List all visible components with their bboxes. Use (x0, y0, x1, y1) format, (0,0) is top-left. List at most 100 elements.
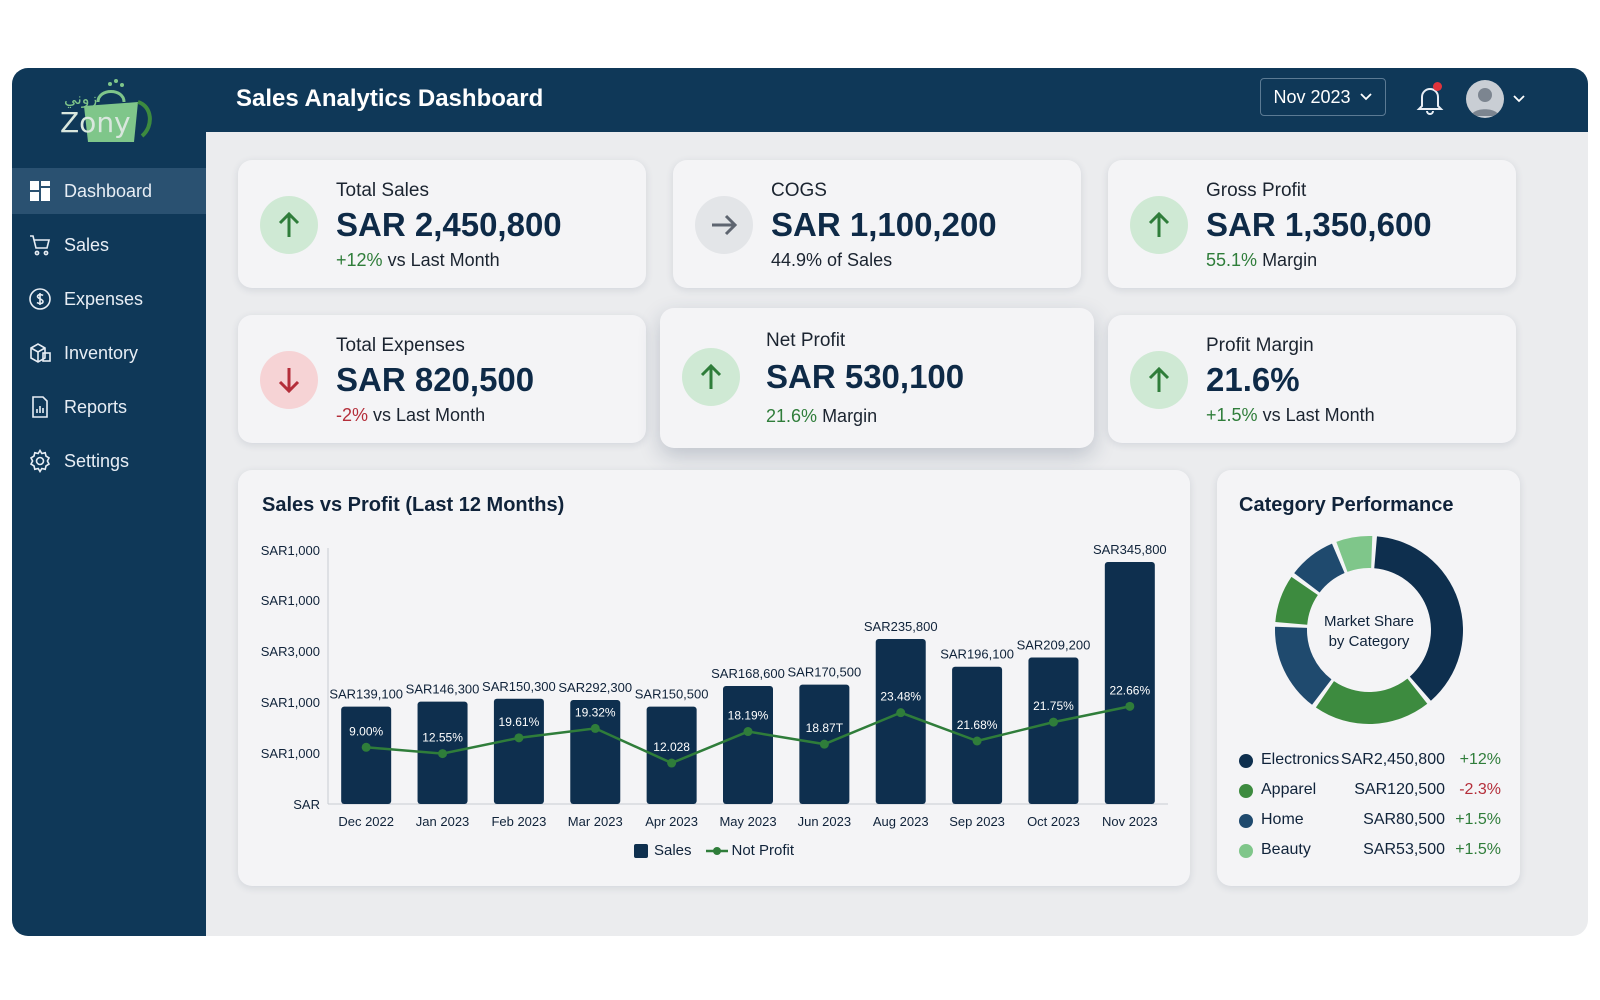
profit-value-label: 23.48% (880, 690, 921, 704)
kpi-card-profit-margin[interactable]: Profit Margin 21.6% +1.5% vs Last Month (1108, 315, 1516, 443)
x-tick-label: Jun 2023 (798, 814, 852, 829)
bar-sales[interactable] (875, 638, 926, 804)
kpi-card-total-expenses[interactable]: Total Expenses SAR 820,500 -2% vs Last M… (238, 315, 646, 443)
kpi-sub: 44.9% of Sales (771, 250, 893, 270)
sidebar-item-dashboard[interactable]: Dashboard (12, 168, 206, 214)
kpi-delta-text: Margin (822, 406, 878, 426)
donut-slice[interactable] (1294, 543, 1345, 593)
kpi-delta: 21.6% (766, 406, 818, 426)
profit-point[interactable] (590, 723, 600, 733)
kpi-delta-text: vs Last Month (387, 250, 500, 270)
bar-value-label: SAR139,100 (329, 687, 403, 702)
kpi-delta: +1.5% (1206, 405, 1258, 425)
category-row[interactable]: Electronics SAR2,450,800 +12% (1239, 750, 1501, 772)
donut-slice[interactable] (1374, 536, 1463, 701)
kpi-value: SAR 820,500 (336, 361, 535, 398)
bar-sales[interactable] (1028, 657, 1079, 804)
category-change: -2.3% (1459, 781, 1501, 798)
x-tick-label: Nov 2023 (1102, 814, 1158, 829)
donut-slice[interactable] (1315, 678, 1428, 724)
donut-slice[interactable] (1336, 536, 1373, 572)
bell-icon[interactable] (1414, 82, 1446, 116)
donut-slice[interactable] (1275, 576, 1318, 625)
sidebar-item-label: Settings (64, 450, 130, 471)
x-tick-label: Oct 2023 (1027, 814, 1080, 829)
sales-profit-chart: SAR SAR1,000 SAR1,000 SAR3,000 SAR1,000 SAR1,… (261, 542, 1168, 829)
category-dot (1239, 844, 1253, 858)
sidebar-item-inventory[interactable]: Inventory (12, 330, 206, 376)
zony-logo[interactable]: زوني Zony (54, 76, 164, 146)
bar-sales[interactable] (341, 706, 392, 804)
legend-item-profit[interactable]: Not Profit (705, 842, 794, 859)
profit-point[interactable] (972, 736, 982, 746)
donut-slice[interactable] (1275, 626, 1332, 705)
x-tick-label: Dec 2022 (338, 814, 394, 829)
category-dot (1239, 784, 1253, 798)
chevron-down-icon[interactable] (1512, 92, 1526, 106)
bar-sales[interactable] (1104, 561, 1155, 804)
bar-value-label: SAR146,300 (406, 682, 480, 697)
kpi-label: Total Expenses (336, 335, 465, 356)
arrow-up-icon (1130, 196, 1188, 254)
sidebar-item-reports[interactable]: Reports (12, 384, 206, 430)
top-header: Sales Analytics Dashboard Nov 2023 (206, 68, 1588, 132)
profit-point[interactable] (1125, 701, 1135, 711)
user-icon (1471, 88, 1499, 116)
kpi-label: Gross Profit (1206, 180, 1307, 201)
category-row[interactable]: Beauty SAR53,500 +1.5% (1239, 840, 1501, 862)
kpi-value: SAR 1,100,200 (771, 206, 997, 243)
kpi-value: SAR 530,100 (766, 358, 965, 395)
profit-point[interactable] (514, 733, 524, 743)
profit-point[interactable] (896, 708, 906, 718)
month-select[interactable]: Nov 2023 (1260, 78, 1386, 116)
category-dot (1239, 754, 1253, 768)
kpi-sub: +12% vs Last Month (336, 250, 500, 271)
profit-point[interactable] (819, 739, 829, 749)
bar-sales[interactable] (646, 706, 697, 804)
sidebar-item-label: Dashboard (64, 180, 153, 201)
category-row[interactable]: Apparel SAR120,500 -2.3% (1239, 780, 1501, 802)
kpi-delta-text: Margin (1262, 250, 1318, 270)
kpi-delta-text: vs Last Month (1262, 405, 1375, 425)
category-change: +1.5% (1455, 841, 1501, 858)
bar-value-label: SAR150,500 (635, 687, 709, 702)
profit-point[interactable] (667, 758, 677, 768)
profit-point[interactable] (438, 749, 448, 759)
sidebar-item-expenses[interactable]: Expenses (12, 276, 206, 322)
category-change: +12% (1459, 751, 1501, 768)
x-tick-label: Jan 2023 (416, 814, 470, 829)
chart-legend: Sales Not Profit (238, 842, 1190, 859)
y-tick-label: SAR (293, 797, 320, 812)
kpi-card-cogs[interactable]: COGS SAR 1,100,200 44.9% of Sales (673, 160, 1081, 288)
reports-icon (28, 395, 52, 419)
profit-value-label: 18.19% (728, 709, 769, 723)
kpi-card-total-sales[interactable]: Total Sales SAR 2,450,800 +12% vs Last M… (238, 160, 646, 288)
category-performance-card: Category Performance Market Share by Cate… (1217, 470, 1520, 886)
kpi-card-net-profit[interactable]: Net Profit SAR 530,100 21.6% Margin (660, 308, 1094, 448)
page-title: Sales Analytics Dashboard (236, 85, 544, 112)
legend-swatch-profit (705, 846, 728, 855)
profit-value-label: 12.55% (422, 731, 463, 745)
sidebar-item-settings[interactable]: Settings (12, 438, 206, 484)
gear-icon (28, 449, 52, 473)
bar-sales[interactable] (493, 698, 544, 804)
kpi-sub: 21.6% Margin (766, 406, 877, 427)
legend-item-sales[interactable]: Sales (633, 842, 692, 859)
profit-point[interactable] (743, 727, 753, 737)
sidebar-item-sales[interactable]: Sales (12, 222, 206, 268)
kpi-value: 21.6% (1206, 361, 1300, 398)
cart-icon (28, 233, 52, 257)
category-row[interactable]: Home SAR80,500 +1.5% (1239, 810, 1501, 832)
bar-sales[interactable] (952, 666, 1003, 804)
profit-point[interactable] (361, 742, 371, 752)
bar-sales[interactable] (570, 700, 621, 804)
chart-title: Sales vs Profit (Last 12 Months) (262, 494, 565, 516)
bar-sales[interactable] (723, 685, 773, 804)
avatar[interactable] (1466, 80, 1504, 118)
x-tick-label: Aug 2023 (873, 814, 929, 829)
sidebar: زوني Zony Dashboard Sales Expenses In (12, 68, 206, 936)
category-dot (1239, 814, 1253, 828)
profit-point[interactable] (1048, 717, 1058, 727)
kpi-card-gross-profit[interactable]: Gross Profit SAR 1,350,600 55.1% Margin (1108, 160, 1516, 288)
legend-swatch-sales (633, 843, 648, 858)
